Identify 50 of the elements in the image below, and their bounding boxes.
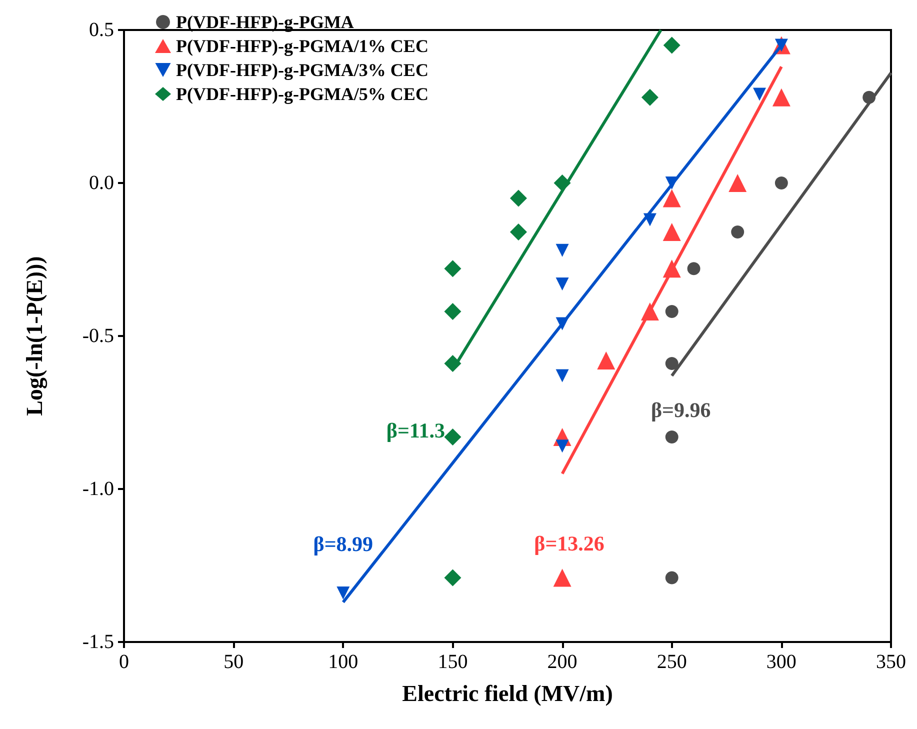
point — [774, 176, 788, 190]
point — [662, 189, 681, 208]
point — [731, 225, 744, 238]
annotation: β=11.3 — [386, 418, 446, 443]
y-tick-label: -1.5 — [82, 631, 114, 653]
point — [665, 305, 678, 318]
x-axis-title: Electric field (MV/m) — [402, 681, 613, 706]
y-tick-label: -0.5 — [82, 325, 114, 347]
x-tick-label: 0 — [119, 651, 129, 673]
point — [772, 88, 790, 106]
y-tick-label: 0.5 — [89, 19, 114, 41]
y-axis-title: Log(-ln(1-P(E))) — [22, 256, 48, 416]
point — [556, 369, 569, 382]
point — [444, 260, 462, 278]
point — [753, 88, 766, 101]
point — [665, 357, 678, 370]
point — [556, 244, 569, 257]
x-tick-label: 50 — [224, 651, 244, 673]
y-tick-label: 0.0 — [89, 172, 114, 194]
legend-label: P(VDF-HFP)-g-PGMA/5% CEC — [176, 84, 428, 104]
x-tick-label: 150 — [438, 651, 468, 673]
point — [665, 430, 678, 444]
legend-label: P(VDF-HFP)-g-PGMA — [176, 12, 354, 32]
point — [556, 440, 569, 453]
x-tick-label: 200 — [547, 651, 578, 673]
x-tick-label: 350 — [876, 651, 906, 673]
point — [444, 303, 462, 320]
point — [641, 88, 658, 106]
point — [336, 586, 350, 600]
point — [444, 428, 462, 446]
point — [553, 568, 572, 587]
point — [444, 569, 462, 586]
annotation: β=9.96 — [650, 398, 711, 422]
annotation: β=13.26 — [534, 532, 604, 556]
x-tick-label: 300 — [766, 651, 796, 673]
y-tick-label: -1.0 — [82, 478, 114, 500]
point — [665, 571, 678, 584]
point — [687, 262, 700, 276]
annotation: β=8.99 — [313, 532, 374, 556]
point — [663, 36, 680, 54]
point — [556, 277, 569, 290]
x-tick-label: 100 — [328, 651, 358, 673]
point — [728, 174, 747, 192]
x-tick-label: 250 — [656, 651, 687, 673]
point — [662, 222, 681, 241]
point — [597, 351, 616, 370]
point — [510, 190, 527, 207]
point — [510, 223, 527, 240]
legend-label: P(VDF-HFP)-g-PGMA/1% CEC — [176, 36, 428, 56]
legend-label: P(VDF-HFP)-g-PGMA/3% CEC — [176, 60, 428, 80]
